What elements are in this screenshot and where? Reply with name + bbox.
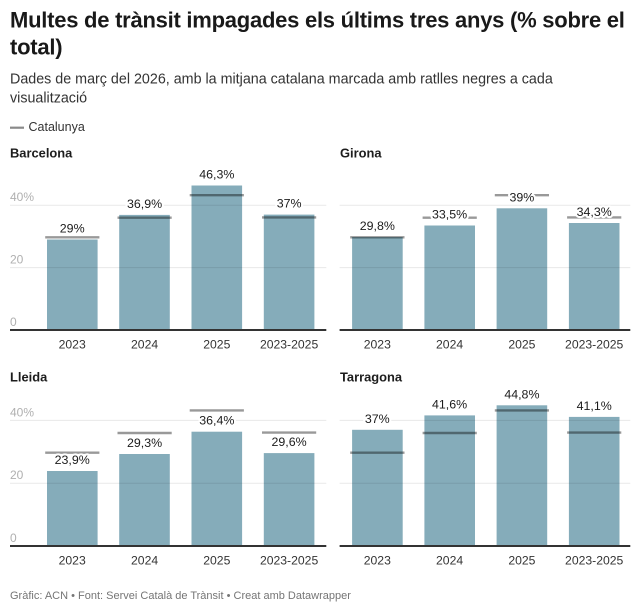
svg-text:37%: 37% [365, 412, 390, 426]
svg-text:0: 0 [10, 315, 17, 329]
svg-text:0: 0 [10, 531, 17, 545]
svg-text:2023-2025: 2023-2025 [565, 554, 624, 568]
svg-text:2025: 2025 [508, 338, 535, 352]
svg-text:2023: 2023 [364, 338, 391, 352]
svg-text:44,8%: 44,8% [504, 387, 539, 401]
svg-text:2023-2025: 2023-2025 [260, 338, 319, 352]
svg-text:2024: 2024 [436, 338, 463, 352]
svg-text:Dades de març del 2026, amb la: Dades de març del 2026, amb la mitjana c… [10, 72, 553, 88]
svg-text:visualització: visualització [10, 91, 87, 107]
svg-text:Lleida: Lleida [10, 370, 48, 385]
svg-text:34,3%: 34,3% [577, 205, 612, 219]
svg-text:41,1%: 41,1% [577, 399, 612, 413]
svg-text:29,8%: 29,8% [360, 219, 395, 233]
svg-text:36,4%: 36,4% [199, 414, 234, 428]
svg-text:39%: 39% [509, 190, 534, 204]
svg-text:2024: 2024 [436, 554, 463, 568]
svg-text:Barcelona: Barcelona [10, 146, 73, 161]
svg-text:2023-2025: 2023-2025 [565, 338, 624, 352]
svg-text:2025: 2025 [203, 338, 230, 352]
svg-text:2023: 2023 [59, 338, 86, 352]
svg-text:40%: 40% [10, 405, 34, 419]
svg-text:2023: 2023 [59, 554, 86, 568]
svg-text:37%: 37% [277, 197, 302, 211]
svg-text:2024: 2024 [131, 338, 158, 352]
svg-text:total): total) [10, 35, 62, 60]
svg-text:29%: 29% [60, 222, 85, 236]
svg-text:20: 20 [10, 253, 24, 267]
svg-text:20: 20 [10, 468, 24, 482]
svg-text:40%: 40% [10, 190, 34, 204]
svg-text:2025: 2025 [508, 554, 535, 568]
svg-text:2023-2025: 2023-2025 [260, 554, 319, 568]
svg-text:36,9%: 36,9% [127, 197, 162, 211]
svg-text:46,3%: 46,3% [199, 168, 234, 182]
svg-text:Catalunya: Catalunya [29, 120, 85, 134]
svg-text:2023: 2023 [364, 554, 391, 568]
svg-text:33,5%: 33,5% [432, 208, 467, 222]
svg-text:Tarragona: Tarragona [340, 370, 403, 385]
svg-text:2024: 2024 [131, 554, 158, 568]
svg-text:23,9%: 23,9% [55, 453, 90, 467]
svg-text:Gràfic: ACN • Font: Servei Cat: Gràfic: ACN • Font: Servei Català de Trà… [10, 590, 351, 602]
svg-text:2025: 2025 [203, 554, 230, 568]
svg-text:Girona: Girona [340, 146, 382, 161]
svg-text:29,6%: 29,6% [272, 435, 307, 449]
svg-text:Multes de trànsit impagades el: Multes de trànsit impagades els últims t… [10, 8, 625, 33]
svg-text:29,3%: 29,3% [127, 436, 162, 450]
svg-text:41,6%: 41,6% [432, 397, 467, 411]
